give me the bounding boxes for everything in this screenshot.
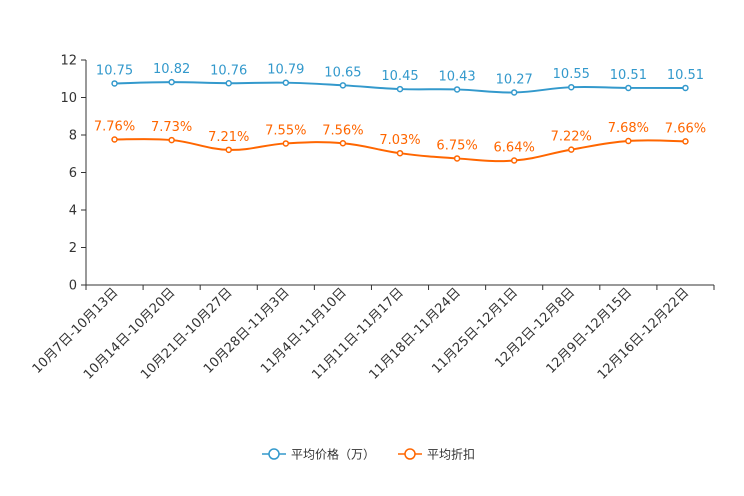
y-tick-label: 2 [69, 241, 77, 256]
data-point[interactable] [568, 146, 575, 153]
series-discount: 7.76% 7.73% 7.21% 7.55% 7.56% 7.03% 6.75% 6.64%… [94, 120, 706, 164]
series-price: 10.75 10.82 10.76 10.79 10.65 10.45 10.43 10.27… [96, 62, 704, 96]
y-tick-label: 4 [69, 204, 77, 219]
data-point[interactable] [111, 136, 118, 143]
data-label: 10.27 [496, 72, 533, 87]
data-label: 10.43 [438, 69, 475, 84]
data-label: 7.66% [665, 121, 706, 136]
data-label: 7.68% [608, 121, 649, 136]
data-label: 10.65 [324, 65, 361, 80]
data-label: 7.56% [322, 123, 363, 138]
data-label: 10.45 [381, 69, 418, 84]
data-point[interactable] [510, 89, 518, 96]
data-point[interactable] [168, 78, 175, 86]
data-point[interactable] [282, 140, 290, 147]
data-point[interactable] [510, 157, 518, 164]
data-point[interactable] [453, 86, 461, 93]
data-point[interactable] [339, 82, 347, 89]
data-point[interactable] [568, 83, 575, 91]
data-label: 7.73% [151, 120, 192, 135]
legend-circle-icon [404, 448, 416, 460]
y-tick-label: 10 [60, 91, 77, 106]
data-point[interactable] [339, 140, 347, 147]
data-label: 6.75% [436, 138, 477, 153]
data-label: 10.51 [610, 68, 647, 83]
data-point[interactable] [225, 146, 232, 154]
series-layer: 10.75 10.82 10.76 10.79 10.65 10.45 10.43 10.27… [94, 62, 706, 164]
legend-item-price[interactable]: 平均价格（万） [262, 447, 375, 462]
y-tick-label: 0 [69, 279, 77, 294]
legend-label: 平均价格（万） [291, 447, 375, 462]
data-point[interactable] [168, 136, 175, 144]
data-label: 10.75 [96, 63, 133, 78]
legend[interactable]: 平均价格（万） 平均折扣 [262, 447, 475, 462]
y-tick-label: 8 [69, 129, 77, 144]
legend-circle-icon [268, 448, 280, 460]
data-point[interactable] [225, 80, 232, 87]
data-point[interactable] [682, 84, 689, 92]
data-point[interactable] [396, 149, 404, 157]
data-point[interactable] [453, 155, 461, 162]
data-point[interactable] [625, 84, 632, 92]
data-point[interactable] [625, 137, 632, 145]
data-point[interactable] [111, 80, 118, 87]
data-point[interactable] [396, 85, 404, 93]
data-point[interactable] [282, 79, 290, 86]
legend-item-discount[interactable]: 平均折扣 [398, 447, 475, 462]
legend-label: 平均折扣 [427, 447, 475, 462]
data-label: 10.76 [210, 63, 247, 78]
data-label: 7.03% [379, 133, 420, 148]
x-axis-labels: 10月7日-10月13日10月14日-10月20日10月21日-10月27日10… [30, 285, 693, 382]
axes: 0 2 4 6 8 10 12 [60, 54, 715, 294]
y-tick-label: 6 [69, 166, 77, 181]
data-label: 6.64% [494, 141, 535, 156]
data-label: 7.22% [551, 130, 592, 145]
data-label: 10.55 [553, 67, 590, 82]
data-label: 10.51 [667, 68, 704, 83]
data-label: 7.21% [208, 130, 249, 145]
data-label: 7.76% [94, 120, 135, 135]
y-tick-label: 12 [60, 54, 77, 69]
data-label: 7.55% [265, 123, 306, 138]
data-label: 10.82 [153, 62, 190, 77]
data-label: 10.79 [267, 63, 304, 78]
data-point[interactable] [682, 138, 689, 145]
